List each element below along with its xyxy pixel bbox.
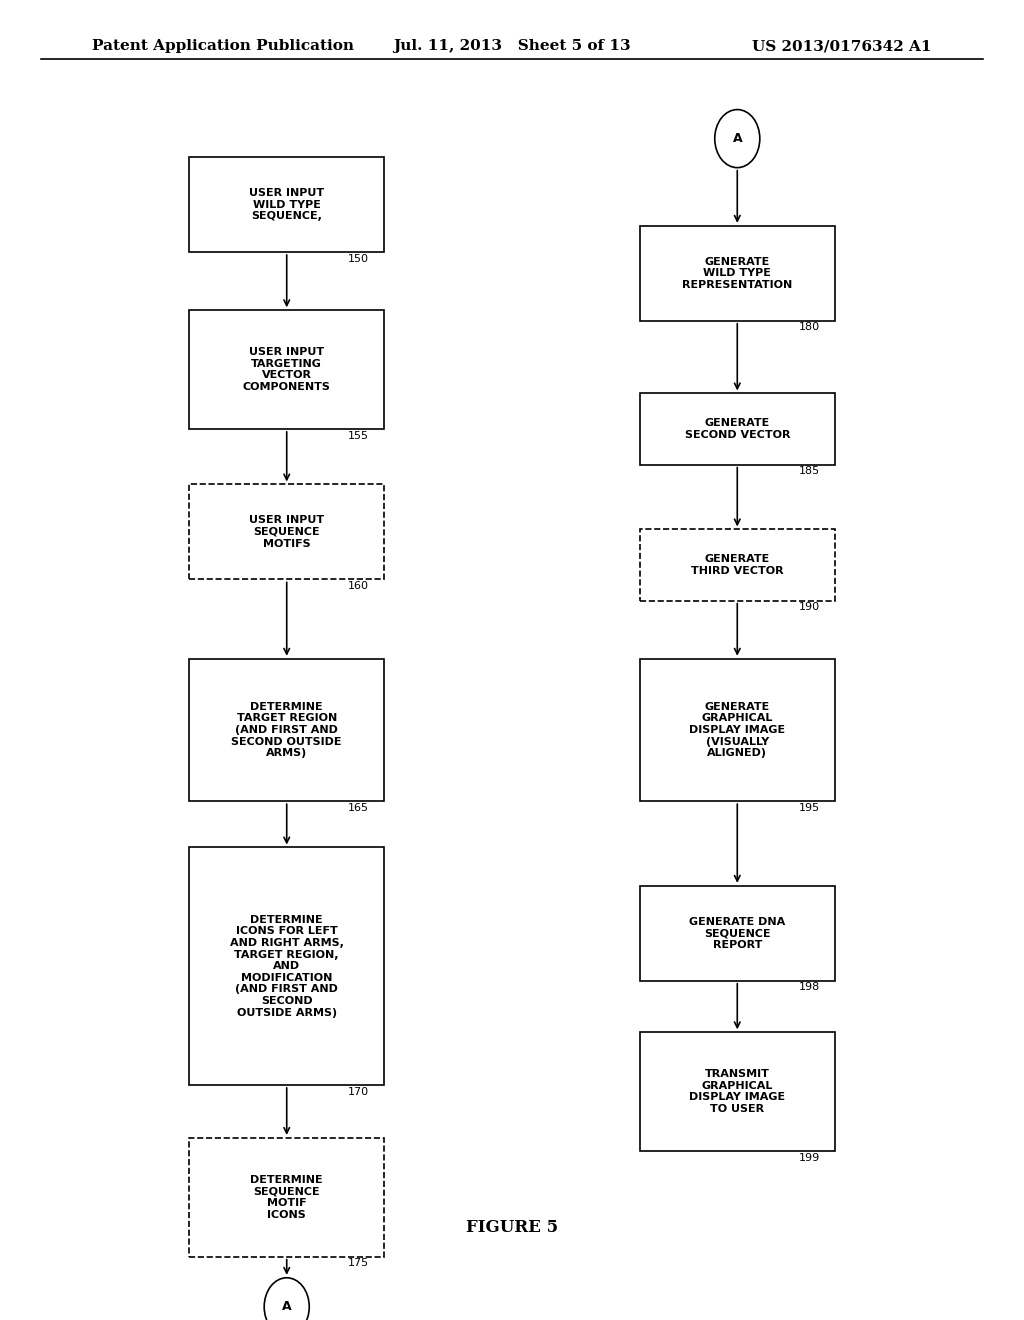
FancyBboxPatch shape	[640, 226, 835, 321]
Text: GENERATE DNA
SEQUENCE
REPORT: GENERATE DNA SEQUENCE REPORT	[689, 916, 785, 950]
Circle shape	[264, 1278, 309, 1320]
Text: DETERMINE
SEQUENCE
MOTIF
ICONS: DETERMINE SEQUENCE MOTIF ICONS	[251, 1175, 323, 1220]
Text: 198: 198	[799, 982, 820, 993]
Text: 180: 180	[799, 322, 820, 333]
Text: GENERATE
THIRD VECTOR: GENERATE THIRD VECTOR	[691, 554, 783, 576]
Text: Patent Application Publication: Patent Application Publication	[92, 40, 354, 53]
Text: Jul. 11, 2013   Sheet 5 of 13: Jul. 11, 2013 Sheet 5 of 13	[393, 40, 631, 53]
Text: 150: 150	[348, 253, 370, 264]
FancyBboxPatch shape	[189, 310, 384, 429]
FancyBboxPatch shape	[189, 847, 384, 1085]
Text: 175: 175	[348, 1258, 370, 1269]
Text: USER INPUT
TARGETING
VECTOR
COMPONENTS: USER INPUT TARGETING VECTOR COMPONENTS	[243, 347, 331, 392]
Text: 195: 195	[799, 803, 820, 813]
Text: USER INPUT
WILD TYPE
SEQUENCE,: USER INPUT WILD TYPE SEQUENCE,	[249, 187, 325, 222]
Text: 185: 185	[799, 466, 820, 477]
Text: DETERMINE
TARGET REGION
(AND FIRST AND
SECOND OUTSIDE
ARMS): DETERMINE TARGET REGION (AND FIRST AND S…	[231, 702, 342, 758]
FancyBboxPatch shape	[189, 157, 384, 252]
Text: 165: 165	[348, 803, 370, 813]
FancyBboxPatch shape	[189, 1138, 384, 1257]
Text: FIGURE 5: FIGURE 5	[466, 1220, 558, 1236]
FancyBboxPatch shape	[189, 484, 384, 579]
Text: 160: 160	[348, 581, 370, 591]
FancyBboxPatch shape	[640, 659, 835, 801]
Text: A: A	[732, 132, 742, 145]
Text: TRANSMIT
GRAPHICAL
DISPLAY IMAGE
TO USER: TRANSMIT GRAPHICAL DISPLAY IMAGE TO USER	[689, 1069, 785, 1114]
Text: GENERATE
GRAPHICAL
DISPLAY IMAGE
(VISUALLY
ALIGNED): GENERATE GRAPHICAL DISPLAY IMAGE (VISUAL…	[689, 702, 785, 758]
Text: GENERATE
SECOND VECTOR: GENERATE SECOND VECTOR	[684, 418, 791, 440]
FancyBboxPatch shape	[189, 659, 384, 801]
FancyBboxPatch shape	[640, 886, 835, 981]
FancyBboxPatch shape	[640, 529, 835, 601]
Text: 190: 190	[799, 602, 820, 612]
Text: USER INPUT
SEQUENCE
MOTIFS: USER INPUT SEQUENCE MOTIFS	[249, 515, 325, 549]
Text: 199: 199	[799, 1152, 820, 1163]
FancyBboxPatch shape	[640, 1032, 835, 1151]
Circle shape	[715, 110, 760, 168]
Text: 155: 155	[348, 430, 370, 441]
FancyBboxPatch shape	[640, 393, 835, 465]
Text: US 2013/0176342 A1: US 2013/0176342 A1	[753, 40, 932, 53]
Text: GENERATE
WILD TYPE
REPRESENTATION: GENERATE WILD TYPE REPRESENTATION	[682, 256, 793, 290]
Text: 170: 170	[348, 1086, 370, 1097]
Text: A: A	[282, 1300, 292, 1313]
Text: DETERMINE
ICONS FOR LEFT
AND RIGHT ARMS,
TARGET REGION,
AND
MODIFICATION
(AND FI: DETERMINE ICONS FOR LEFT AND RIGHT ARMS,…	[229, 915, 344, 1018]
